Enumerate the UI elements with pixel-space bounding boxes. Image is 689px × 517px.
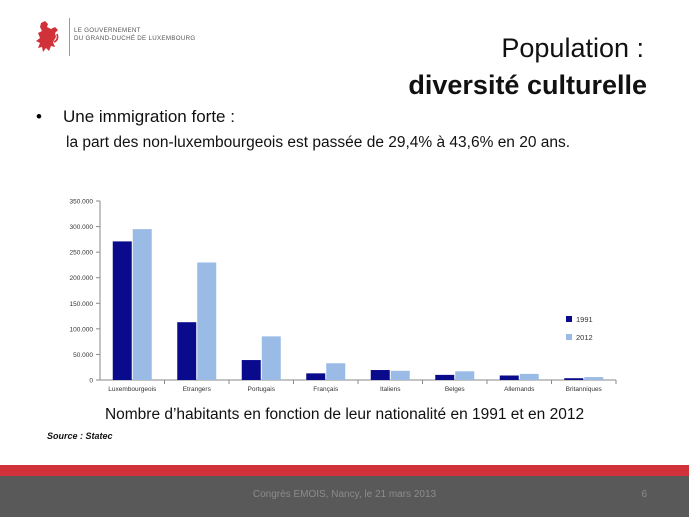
x-tick-label: Etrangers xyxy=(183,386,212,393)
page-number: 6 xyxy=(641,489,647,500)
logo-text: LE GOUVERNEMENT DU GRAND-DUCHÉ DE LUXEMB… xyxy=(74,27,196,43)
legend-swatch-2012 xyxy=(566,334,572,340)
bar-1991-belges xyxy=(435,374,455,380)
y-tick-label: 300.000 xyxy=(70,224,94,231)
bar-2012-italiens xyxy=(390,370,410,380)
x-tick-label: Français xyxy=(313,386,339,393)
bar-2012-belges xyxy=(455,371,475,380)
bar-1991-portugais xyxy=(241,360,261,380)
y-tick-label: 250.000 xyxy=(70,250,94,257)
slide-subtitle: diversité culturelle xyxy=(408,70,647,100)
x-tick-label: Portugais xyxy=(248,386,276,393)
government-logo: LE GOUVERNEMENT DU GRAND-DUCHÉ DE LUXEMB… xyxy=(34,18,204,58)
x-tick-label: Italiens xyxy=(380,386,401,393)
chart-caption: Nombre d’habitants en fonction de leur n… xyxy=(104,406,585,423)
bullet-text: Une immigration forte : xyxy=(63,107,235,126)
bar-chart: 0 50.000 100.000 150.000 200.000 250.000 300.0… xyxy=(70,199,617,393)
x-tick-label: Belges xyxy=(445,386,466,393)
bullet-symbol: • xyxy=(36,107,42,126)
y-tick-label: 150.000 xyxy=(70,301,94,308)
x-tick-label: Allemands xyxy=(504,386,535,393)
y-tick-label: 0 xyxy=(89,378,93,385)
bar-1991-français xyxy=(306,373,326,380)
slide-title: Population : xyxy=(501,33,644,63)
bullet-subtext: la part des non-luxembourgeois est passé… xyxy=(66,134,571,151)
bar-2012-allemands xyxy=(519,373,539,380)
logo-line-2: DU GRAND-DUCHÉ DE LUXEMBOURG xyxy=(74,35,196,42)
bar-1991-allemands xyxy=(499,375,519,380)
bar-1991-britanniques xyxy=(564,378,584,380)
red-lion-icon xyxy=(36,21,59,52)
source-note: Source : Statec xyxy=(47,431,113,441)
bar-2012-portugais xyxy=(261,336,281,380)
y-tick-label: 100.000 xyxy=(70,326,94,333)
legend-label-2012: 2012 xyxy=(576,333,593,342)
footer-text: Congrès EMOIS, Nancy, le 21 mars 2013 xyxy=(252,489,437,500)
x-tick-label: Britanniques xyxy=(566,386,603,393)
logo-divider xyxy=(69,18,70,56)
y-tick-label: 200.000 xyxy=(70,275,94,282)
x-tick-label: Luxembourgeois xyxy=(108,386,157,393)
bar-2012-luxembourgeois xyxy=(132,229,152,380)
y-tick-label: 350.000 xyxy=(70,199,94,206)
bar-1991-italiens xyxy=(370,370,390,380)
footer: Congrès EMOIS, Nancy, le 21 mars 2013 6 xyxy=(0,476,689,517)
legend-label-1991: 1991 xyxy=(576,315,593,324)
y-tick-label: 50.000 xyxy=(73,352,93,359)
logo-line-1: LE GOUVERNEMENT xyxy=(74,27,141,34)
footer-red-band xyxy=(0,465,689,476)
bar-2012-français xyxy=(326,363,346,380)
bar-2012-etrangers xyxy=(197,262,217,380)
legend-swatch-1991 xyxy=(566,316,572,322)
bar-1991-etrangers xyxy=(177,322,197,380)
bar-2012-britanniques xyxy=(584,377,604,380)
bar-1991-luxembourgeois xyxy=(112,241,132,380)
